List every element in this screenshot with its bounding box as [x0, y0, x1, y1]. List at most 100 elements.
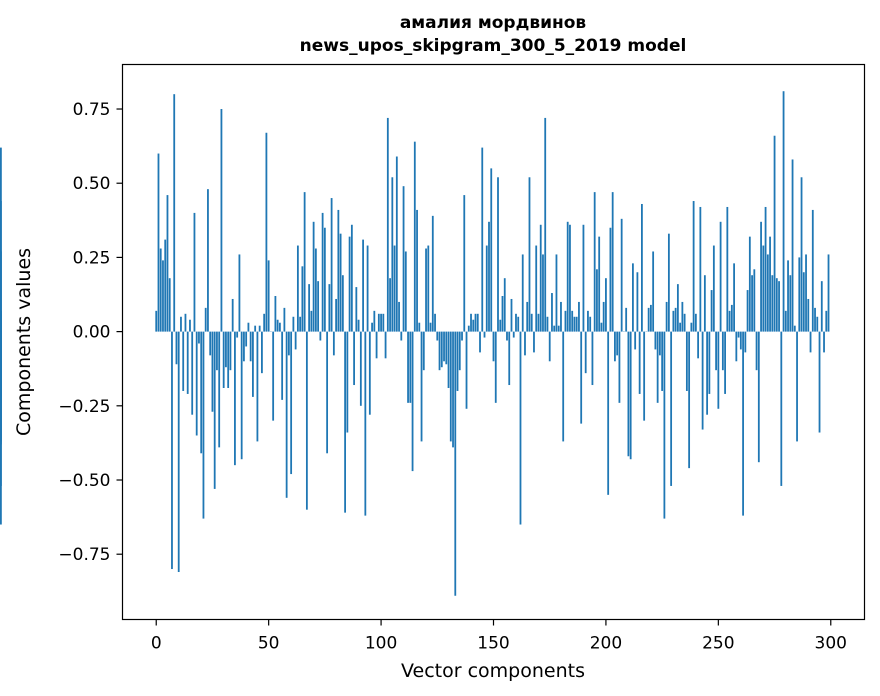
- bar: [787, 260, 789, 332]
- bar: [216, 331, 218, 371]
- bar: [746, 290, 749, 332]
- bar: [607, 331, 610, 495]
- bar: [625, 307, 628, 332]
- bar-series: [0, 91, 830, 596]
- bar: [724, 331, 726, 394]
- bar: [380, 313, 382, 332]
- bar: [193, 212, 196, 332]
- bar: [632, 263, 634, 332]
- bar: [332, 331, 335, 356]
- bar: [308, 284, 311, 332]
- bar: [189, 319, 191, 332]
- bar: [184, 313, 187, 332]
- bar: [366, 245, 369, 332]
- bar: [564, 310, 567, 332]
- bar: [596, 269, 598, 332]
- bar: [688, 331, 691, 469]
- bar: [276, 319, 279, 332]
- bar: [485, 245, 488, 332]
- bar: [598, 236, 601, 332]
- bar: [326, 331, 329, 454]
- bar: [431, 215, 434, 332]
- bar: [521, 254, 524, 332]
- bar: [609, 227, 612, 332]
- bar: [240, 331, 243, 460]
- bar: [0, 251, 2, 332]
- bar: [416, 209, 418, 332]
- bar: [562, 331, 565, 442]
- bar: [755, 331, 758, 371]
- bar: [434, 313, 436, 332]
- bar: [735, 331, 738, 362]
- bar: [611, 192, 614, 332]
- bar: [341, 275, 344, 332]
- bar: [252, 331, 254, 397]
- bar: [530, 313, 533, 332]
- bar: [555, 254, 558, 332]
- bar: [200, 331, 203, 454]
- bar: [0, 147, 2, 332]
- bar: [742, 331, 744, 516]
- bar: [778, 281, 780, 332]
- bar: [204, 307, 207, 332]
- bar: [643, 331, 646, 421]
- bar: [748, 236, 751, 332]
- bar: [798, 257, 801, 332]
- bar: [211, 331, 214, 412]
- bar: [171, 331, 173, 570]
- bar: [231, 298, 234, 332]
- y-axis-label: Components values: [13, 248, 35, 436]
- bar: [220, 109, 223, 332]
- bar: [173, 94, 176, 332]
- bar: [719, 221, 722, 332]
- bar: [571, 310, 574, 332]
- bar: [638, 331, 641, 394]
- bar: [685, 331, 688, 391]
- bar: [566, 221, 569, 332]
- bar: [472, 319, 475, 332]
- bar: [362, 239, 364, 332]
- bar: [807, 298, 810, 332]
- bar: [769, 236, 771, 332]
- bar: [314, 248, 317, 332]
- bar: [481, 147, 484, 332]
- bar: [413, 141, 416, 332]
- bar: [620, 218, 623, 332]
- bar: [198, 331, 200, 344]
- bar: [391, 177, 394, 332]
- bar: [440, 331, 443, 368]
- bar: [411, 331, 414, 472]
- bar: [256, 331, 259, 442]
- bar: [175, 331, 178, 365]
- bar: [247, 322, 250, 332]
- bar: [263, 313, 266, 332]
- bar: [569, 224, 571, 332]
- bar: [238, 254, 241, 332]
- bar: [436, 331, 439, 341]
- y-tick-label: −0.25: [58, 397, 110, 417]
- bar: [602, 301, 605, 332]
- bar: [245, 331, 248, 347]
- bar: [180, 316, 182, 332]
- bar: [427, 245, 430, 332]
- bar: [652, 251, 655, 332]
- bar: [195, 331, 198, 436]
- bar: [546, 316, 549, 332]
- bar: [207, 189, 209, 332]
- bar: [670, 331, 673, 486]
- bar: [618, 331, 621, 403]
- bar: [811, 209, 814, 332]
- bar: [182, 331, 185, 391]
- bar: [303, 192, 306, 332]
- bar: [641, 203, 643, 332]
- bar: [710, 290, 713, 332]
- bar: [310, 310, 313, 332]
- chart-subtitle: news_upos_skipgram_300_5_2019 model: [300, 36, 687, 56]
- bar: [780, 331, 783, 486]
- bar: [490, 168, 493, 332]
- bar: [445, 331, 448, 365]
- bar: [703, 275, 706, 332]
- bar: [809, 331, 812, 353]
- bar: [751, 275, 753, 332]
- bar: [591, 331, 594, 386]
